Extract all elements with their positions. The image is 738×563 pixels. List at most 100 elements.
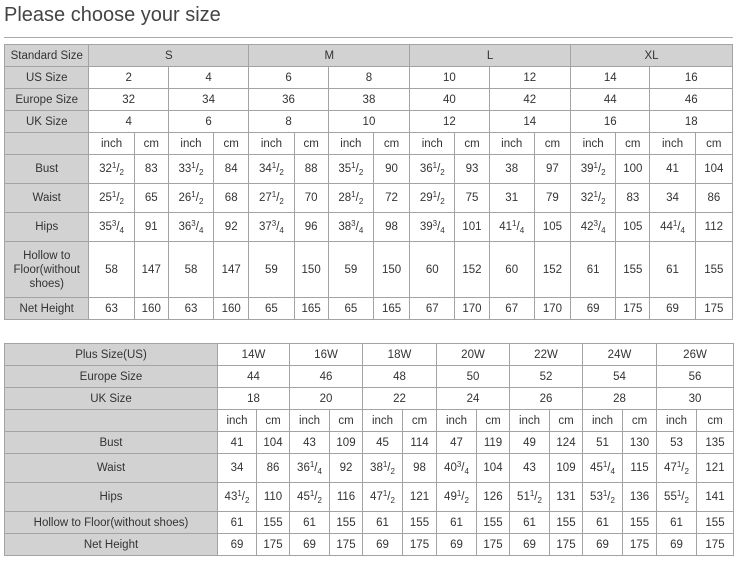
measure-cell: 165 (372, 297, 411, 320)
measure-cell: 92 (329, 453, 363, 483)
standard-size-table: Standard Size S M L XL US Size 2 4 6 8 10 12 14 16 Eur… (3, 44, 734, 320)
measure-cell: 41 (217, 431, 257, 454)
row-label: Waist (4, 453, 218, 483)
measure-cell: 69 (362, 533, 403, 556)
measure-cell: 175 (549, 533, 583, 556)
plus-size-table: Plus Size(US) 14W 16W 18W 20W 22W 24W 26W Europe… (4, 343, 734, 556)
measure-cell: 119 (476, 431, 510, 454)
row-label: Net Height (3, 297, 90, 320)
unit-cell: cm (256, 409, 290, 432)
measure-cell: 155 (696, 511, 734, 534)
measure-cell: 175 (694, 297, 734, 320)
measure-row: Waist 251/2 65 261/2 68 271/2 70 281/2 72 291/2 75… (3, 183, 734, 213)
measure-cell: 165 (293, 297, 329, 320)
unit-row: inch cm inch cm inch cm inch cm inch cm inch cm inch… (3, 132, 734, 155)
measure-row: Hollow to Floor(without shoes) 61 155 61 155… (4, 511, 734, 534)
row-label: Bust (4, 431, 218, 454)
measure-cell: 60 (409, 241, 456, 298)
measure-cell: 511/2 (509, 482, 550, 512)
unit-cell: cm (476, 409, 510, 432)
measure-cell: 91 (133, 212, 169, 242)
measure-cell: 61 (362, 511, 403, 534)
measure-row: Hollow to Floor(without shoes) 58 147 58 147… (3, 241, 734, 298)
measure-cell: 175 (402, 533, 437, 556)
measure-cell: 58 (88, 241, 135, 298)
measure-cell: 491/2 (436, 482, 477, 512)
unit-row: inch cm inch cm inch cm inch cm inch cm inch cm inch… (4, 409, 734, 432)
measure-cell: 112 (694, 212, 734, 242)
size-cell: 36 (248, 88, 329, 111)
measure-cell: 115 (622, 453, 657, 483)
measure-cell: 155 (256, 511, 290, 534)
measure-cell: 41 (649, 154, 696, 184)
measure-cell: 170 (454, 297, 490, 320)
row-label (3, 132, 90, 155)
unit-cell: inch (509, 409, 550, 432)
measure-cell: 65 (327, 297, 374, 320)
size-row: UK Size 18 20 22 24 26 28 30 (4, 387, 734, 410)
measure-cell: 155 (402, 511, 437, 534)
measure-cell: 393/4 (409, 212, 456, 242)
measure-cell: 72 (372, 183, 411, 213)
measure-cell: 175 (256, 533, 290, 556)
standard-size-cell: L (409, 44, 572, 67)
size-cell: 26 (509, 387, 583, 410)
measure-cell: 51 (582, 431, 623, 454)
measure-cell: 86 (256, 453, 290, 483)
measure-cell: 116 (329, 482, 363, 512)
measure-cell: 431/2 (217, 482, 257, 512)
measure-cell: 152 (533, 241, 572, 298)
size-cell: 4 (167, 66, 250, 89)
measure-cell: 551/2 (656, 482, 697, 512)
measure-cell: 96 (293, 212, 329, 242)
size-row: Plus Size(US) 14W 16W 18W 20W 22W 24W 26W (4, 343, 734, 366)
row-label: Standard Size (3, 44, 90, 67)
size-cell: 10 (409, 66, 490, 89)
measure-cell: 61 (582, 511, 623, 534)
measure-cell: 92 (213, 212, 250, 242)
size-cell: 50 (436, 365, 510, 388)
size-cell: 22 (362, 387, 437, 410)
size-cell: 14 (570, 66, 651, 89)
size-cell: 18 (649, 110, 733, 133)
divider (4, 37, 733, 38)
unit-cell: cm (293, 132, 329, 155)
measure-cell: 63 (167, 297, 215, 320)
measure-cell: 155 (615, 241, 651, 298)
measure-cell: 121 (696, 453, 734, 483)
measure-cell: 69 (570, 297, 617, 320)
unit-cell: inch (488, 132, 535, 155)
measure-cell: 43 (289, 431, 330, 454)
unit-cell: cm (213, 132, 250, 155)
row-label: UK Size (3, 110, 90, 133)
size-cell: 10 (327, 110, 411, 133)
measure-cell: 69 (217, 533, 257, 556)
size-cell: 24W (582, 343, 657, 366)
measure-cell: 59 (327, 241, 374, 298)
measure-cell: 341/2 (248, 154, 295, 184)
row-label: Hollow to Floor(without shoes) (3, 241, 90, 298)
measure-cell: 68 (213, 183, 250, 213)
measure-cell: 150 (372, 241, 411, 298)
measure-cell: 155 (476, 511, 510, 534)
unit-cell: cm (533, 132, 572, 155)
measure-cell: 251/2 (88, 183, 135, 213)
row-label: Plus Size(US) (4, 343, 218, 366)
measure-cell: 61 (436, 511, 477, 534)
measure-cell: 121 (402, 482, 437, 512)
measure-cell: 109 (329, 431, 363, 454)
measure-cell: 65 (133, 183, 169, 213)
size-cell: 6 (167, 110, 250, 133)
size-cell: 24 (436, 387, 510, 410)
measure-cell: 147 (133, 241, 169, 298)
measure-row: Waist 34 86 361/4 92 381/2 98 403/4 104 43 109 451/… (4, 453, 734, 483)
measure-row: Net Height 69 175 69 175 69 175 69 175 69 175 69 175… (4, 533, 734, 556)
measure-cell: 291/2 (409, 183, 456, 213)
size-cell: 6 (248, 66, 329, 89)
row-label: Europe Size (4, 365, 218, 388)
measure-cell: 321/2 (88, 154, 135, 184)
standard-size-row: Standard Size S M L XL (3, 44, 733, 67)
measure-cell: 69 (509, 533, 550, 556)
row-label: UK Size (4, 387, 218, 410)
unit-cell: inch (409, 132, 456, 155)
